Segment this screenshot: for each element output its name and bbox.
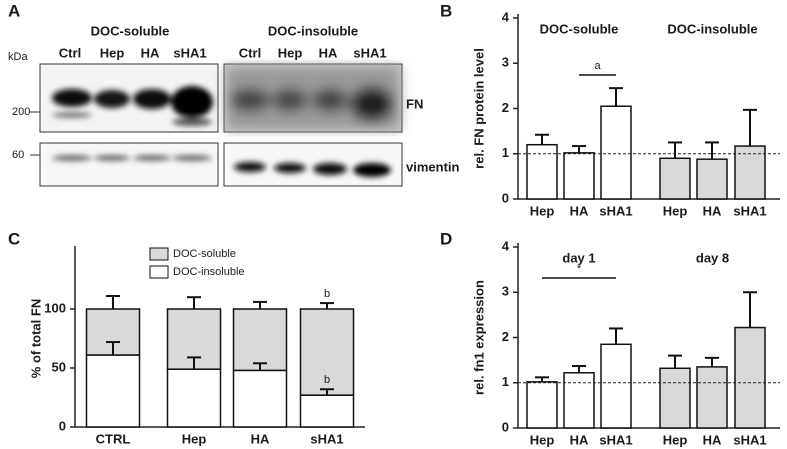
fn-bands-insoluble <box>226 66 400 130</box>
y-tick-label: 4 <box>502 238 510 253</box>
bar <box>696 366 728 429</box>
bar <box>600 105 632 200</box>
y-tick-label: 1 <box>502 145 509 160</box>
bar-segment <box>232 369 288 428</box>
y-tick-label: 3 <box>502 55 509 70</box>
bar-segment <box>166 368 222 428</box>
x-tick-label: sHA1 <box>599 203 632 218</box>
group-label: DOC-insoluble <box>268 23 358 38</box>
band-label: vimentin <box>406 159 460 174</box>
x-tick-label: sHA1 <box>733 203 766 218</box>
panel-letter: D <box>440 229 452 248</box>
group-label: DOC-soluble <box>91 23 170 38</box>
lane-label: Ctrl <box>59 45 81 60</box>
bar-segment <box>85 354 141 428</box>
x-tick-label: sHA1 <box>310 431 343 446</box>
panel-letter: C <box>8 229 20 248</box>
annotation: * <box>577 263 582 275</box>
bar <box>659 157 691 200</box>
legend-swatch <box>149 247 169 261</box>
y-tick-label: 3 <box>502 284 509 299</box>
x-tick-label: Hep <box>663 432 688 447</box>
lane-label: HA <box>319 45 338 60</box>
y-axis-label: rel. FN protein level <box>471 48 486 169</box>
y-tick-label: 50 <box>52 359 66 374</box>
bar <box>563 372 595 429</box>
bar <box>563 152 595 200</box>
unit-label: kDa <box>8 51 28 63</box>
x-tick-label: HA <box>570 432 589 447</box>
y-tick-label: 4 <box>502 9 510 24</box>
panel-letter: B <box>440 1 452 20</box>
y-tick-label: 0 <box>502 190 509 205</box>
x-tick-label: HA <box>251 431 270 446</box>
bar-segment <box>299 308 355 396</box>
bar <box>526 381 558 429</box>
x-tick-label: Hep <box>530 432 555 447</box>
x-tick-label: HA <box>703 203 722 218</box>
x-tick-label: CTRL <box>96 431 131 446</box>
group-label: day 8 <box>696 250 729 265</box>
bar <box>734 326 766 429</box>
blot-frame <box>39 142 219 187</box>
legend-swatch <box>149 265 169 279</box>
vimentin-bands <box>52 155 391 177</box>
lane-label: HA <box>141 45 160 60</box>
y-tick-label: 2 <box>502 100 509 115</box>
marker-label: 60 <box>12 149 24 161</box>
panel-letter: A <box>8 1 20 20</box>
lane-label: sHA1 <box>173 45 206 60</box>
bar <box>600 343 632 429</box>
marker-label: 200 <box>12 106 30 118</box>
bar-segment <box>232 308 288 372</box>
lane-label: Ctrl <box>239 45 261 60</box>
x-tick-label: sHA1 <box>599 432 632 447</box>
bar <box>734 145 766 200</box>
annotation: b <box>324 288 330 300</box>
lane-label: sHA1 <box>353 45 386 60</box>
x-tick-label: HA <box>703 432 722 447</box>
bar <box>526 143 558 200</box>
y-axis-label: rel. fn1 expression <box>471 280 486 395</box>
bar <box>659 367 691 429</box>
x-tick-label: HA <box>570 203 589 218</box>
x-tick-label: Hep <box>182 431 207 446</box>
group-label: day 1 <box>562 250 595 265</box>
bar <box>696 158 728 200</box>
y-tick-label: 0 <box>59 418 66 433</box>
fn-bands <box>52 86 213 126</box>
annotation: b <box>324 374 330 386</box>
y-tick-label: 1 <box>502 374 509 389</box>
legend-label: DOC-insoluble <box>173 266 245 278</box>
legend-label: DOC-soluble <box>173 248 236 260</box>
y-tick-label: 0 <box>502 419 509 434</box>
y-axis-label: % of total FN <box>28 299 43 378</box>
group-label: DOC-soluble <box>540 21 619 36</box>
lane-label: Hep <box>278 45 303 60</box>
x-tick-label: Hep <box>530 203 555 218</box>
annotation: a <box>594 60 601 72</box>
y-tick-label: 100 <box>44 300 66 315</box>
y-tick-label: 2 <box>502 329 509 344</box>
x-tick-label: Hep <box>663 203 688 218</box>
band-label: FN <box>406 96 423 111</box>
group-label: DOC-insoluble <box>667 21 757 36</box>
x-tick-label: sHA1 <box>733 432 766 447</box>
lane-label: Hep <box>100 45 125 60</box>
bar-segment <box>299 394 355 428</box>
